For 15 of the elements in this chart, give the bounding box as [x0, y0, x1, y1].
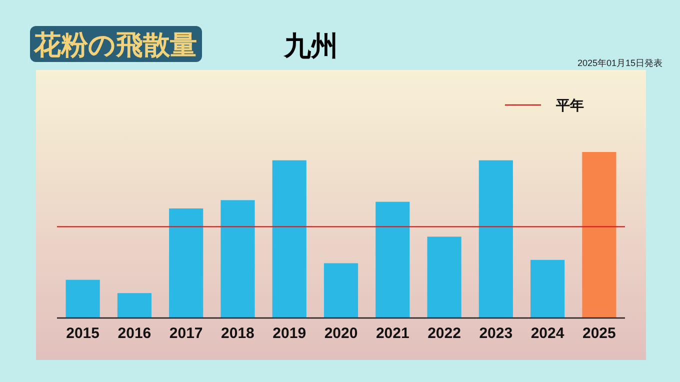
x-tick-label: 2021 — [376, 325, 410, 342]
chart-title: 花粉の飛散量 — [33, 30, 197, 60]
x-tick-label: 2024 — [530, 325, 565, 342]
x-tick-label: 2017 — [169, 325, 203, 342]
x-tick-label: 2020 — [324, 325, 358, 342]
text: 2025年01月15日発表 — [577, 58, 663, 68]
legend-label: 平年 — [555, 97, 584, 113]
x-tick-label: 2018 — [221, 325, 254, 342]
x-tick-label: 2022 — [428, 325, 461, 342]
chart-subtitle: 九州 — [283, 31, 338, 61]
x-tick-label: 2019 — [272, 325, 306, 342]
x-tick-label: 2015 — [66, 325, 100, 342]
x-tick-label: 2023 — [479, 325, 513, 342]
x-tick-label: 2025 — [582, 325, 616, 342]
x-tick-label: 2016 — [118, 325, 152, 342]
